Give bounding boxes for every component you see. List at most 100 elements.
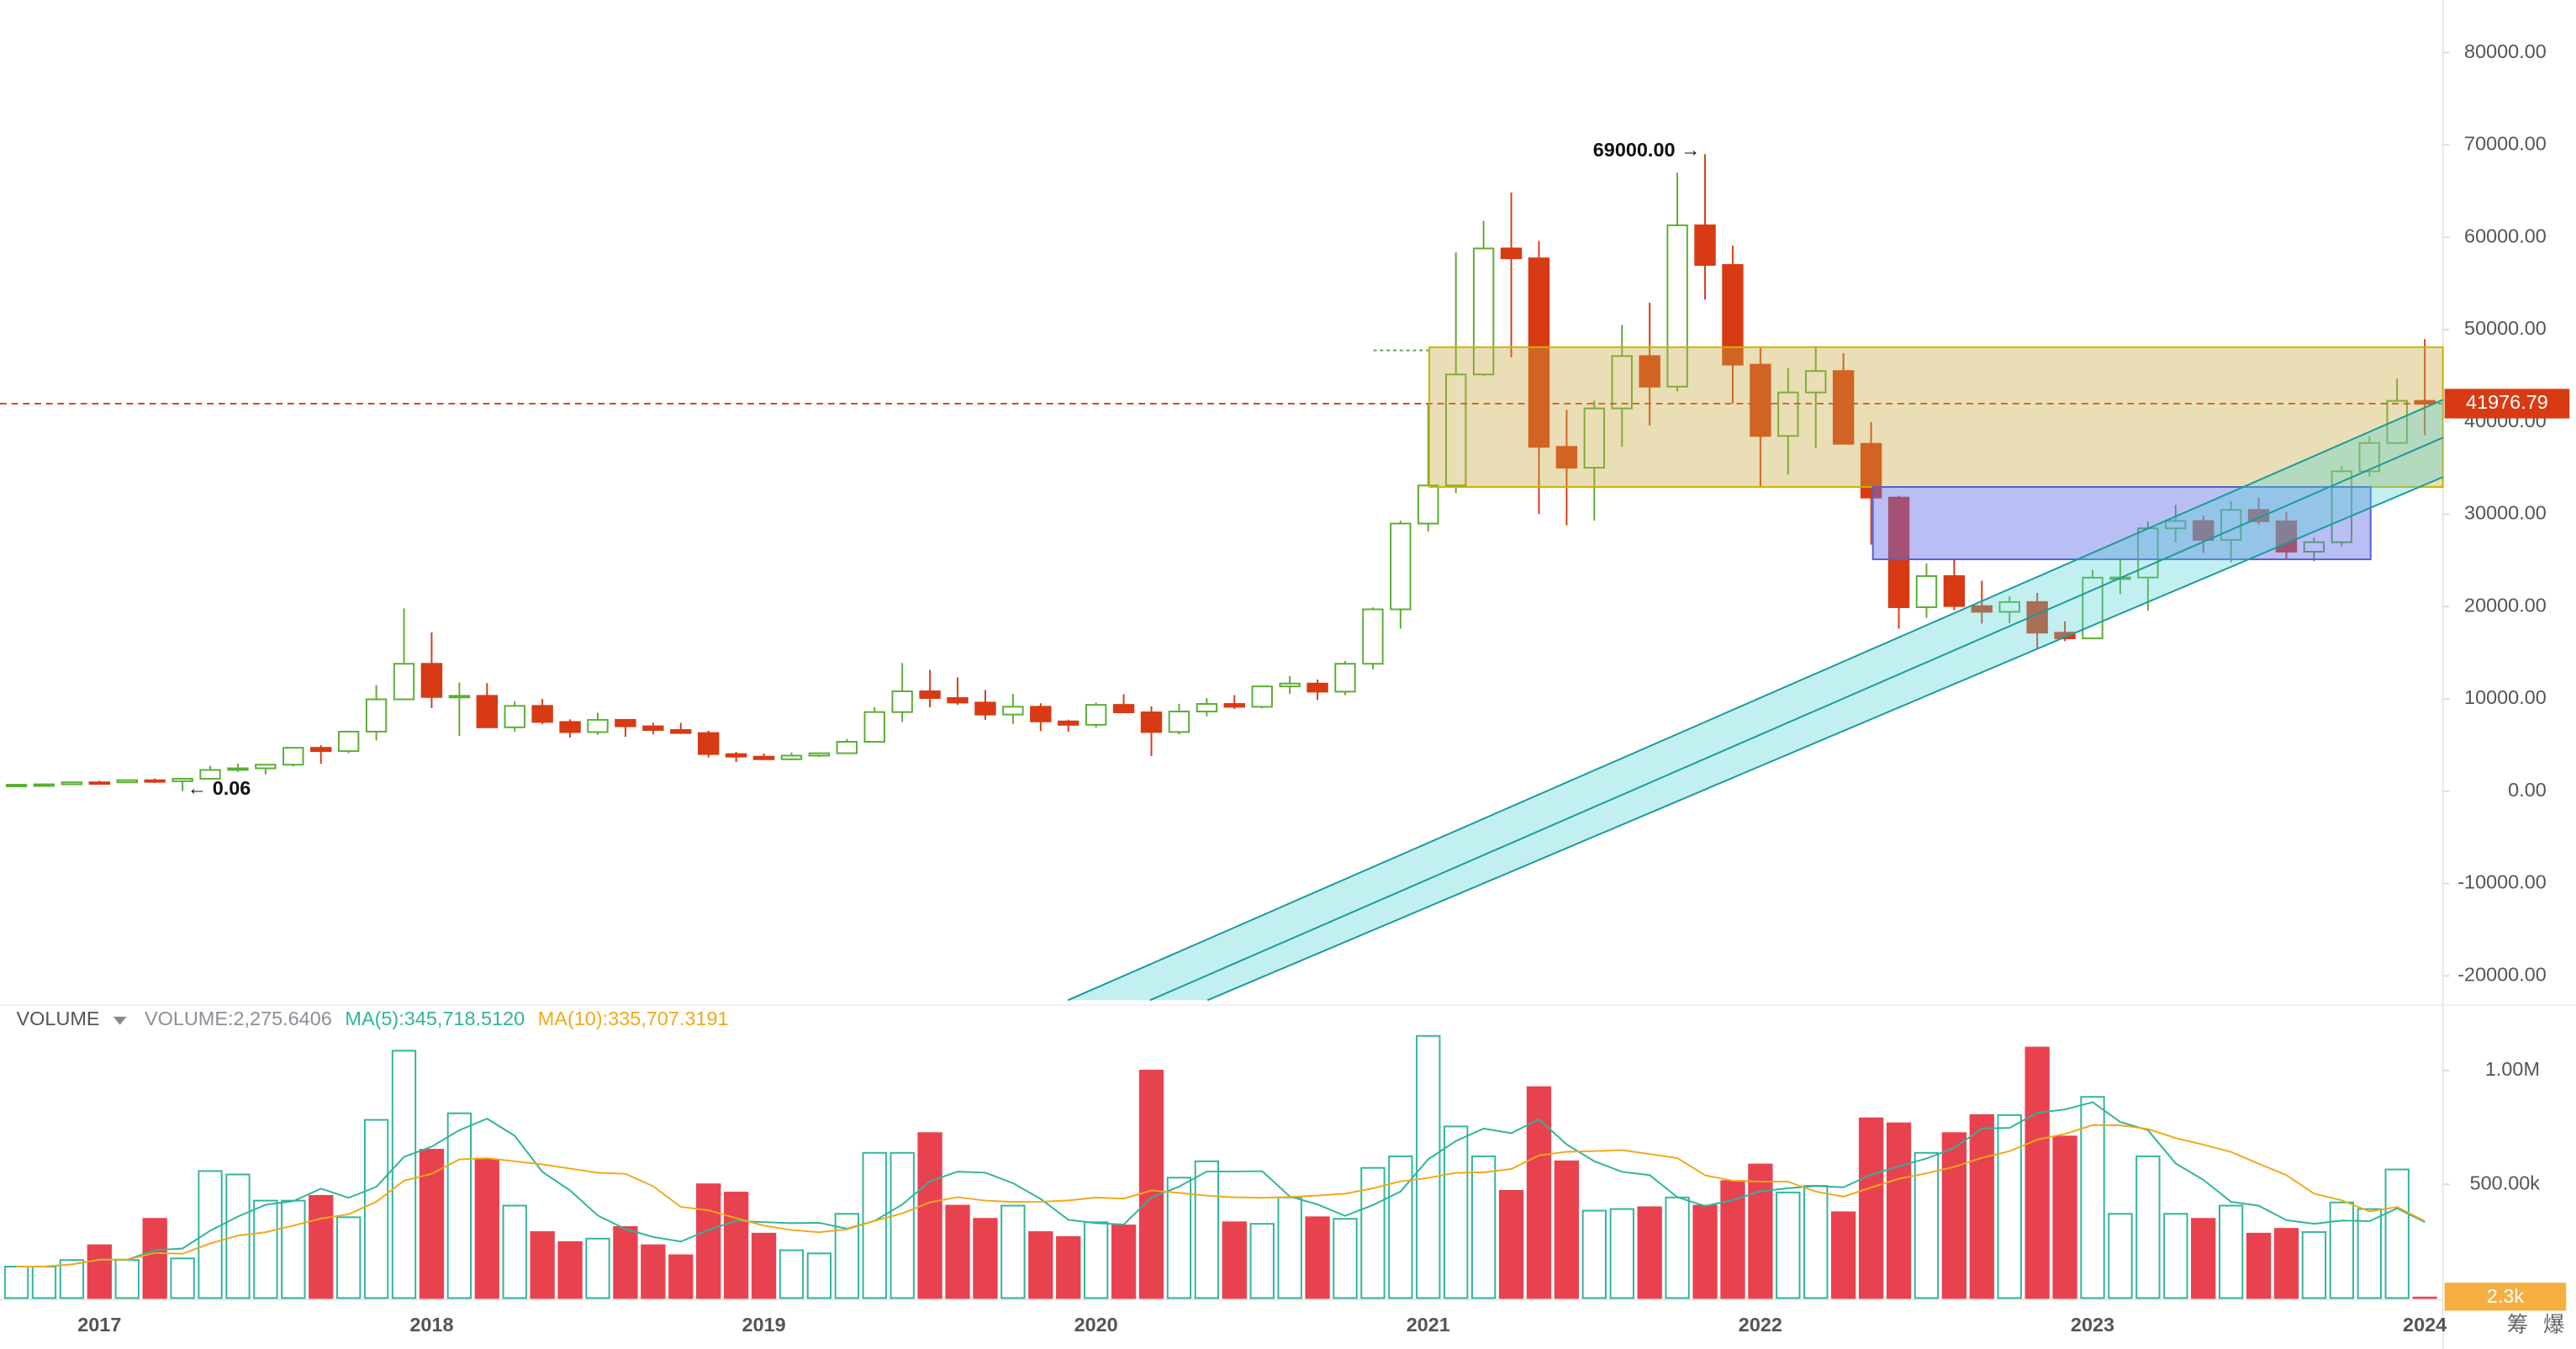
volume-bar [2218,1204,2244,1299]
x-tick-label: 2020 [1074,1314,1118,1336]
x-tick-label: 2018 [409,1314,453,1336]
candle-body [1168,711,1190,733]
volume-bar [2024,1046,2050,1299]
volume-bar [1997,1114,2022,1299]
volume-bar [557,1241,583,1299]
volume-bar [1803,1185,1829,1299]
volume-bar [1609,1208,1634,1299]
volume-bar [1084,1221,1109,1299]
volume-bar [1166,1177,1192,1299]
volume-bar [1305,1216,1330,1299]
volume-bar [2080,1096,2105,1299]
range-box [1428,346,2444,488]
candle-body [227,767,249,771]
candle-body [1860,442,1882,499]
volume-bar [502,1204,527,1299]
candle-body [1112,704,1135,713]
candle-body [2054,632,2076,640]
candle-body [2165,520,2187,530]
candle-body [5,784,28,787]
indicator-title[interactable]: VOLUME [17,1008,100,1029]
candle-body [337,730,360,753]
candle-body [1251,685,1273,708]
candle-body [1805,370,1827,394]
x-tick-label: 2017 [77,1314,121,1336]
volume-bar [1194,1160,1220,1299]
candle-body [61,781,83,786]
candle-body [808,752,831,757]
candle-body [559,721,581,733]
volume-bar [1333,1218,1358,1299]
volume-bar [1665,1196,1690,1299]
candle-body [1887,496,1910,608]
candle-body [891,690,913,713]
candle-body [1417,484,1439,525]
volume-bar [309,1194,334,1299]
candle-body [1583,407,1606,469]
toolbar-button[interactable]: 筹 [2507,1313,2528,1336]
candle-body [476,695,498,728]
candle-body [2193,520,2214,541]
volume-bar [2163,1213,2188,1299]
candle-body [393,663,415,701]
volume-bar [1554,1160,1580,1299]
volume-bar [1388,1155,1413,1299]
volume-bar [31,1266,57,1299]
toolbar-button[interactable]: 爆 [2543,1313,2564,1336]
candle-body [1998,600,2020,613]
labels: 69000.00 → ← 0.06 VOLUME 筹 爆 80000.00 700… [17,40,2570,1336]
volume-bar [1941,1132,1967,1299]
candle-body [642,725,664,731]
candle-body [1943,574,1966,607]
channel-line [1206,476,2444,1002]
candle-body [1666,224,1688,388]
candle-body [2303,541,2325,553]
candle-body [282,747,304,766]
candle-body [504,705,525,728]
annotation: ← 0.06 [187,777,251,799]
volume-bar [1969,1114,1994,1299]
channel-line [1149,436,2444,1002]
x-tick-label: 2024 [2403,1314,2447,1336]
volume-bar [114,1259,140,1299]
volume-bar [889,1151,915,1299]
candle-body [1639,355,1660,388]
volume-bar [1692,1204,1718,1299]
volume-bar [1637,1206,1662,1299]
volume-bar [336,1216,362,1299]
dropdown-arrow[interactable] [113,1016,127,1025]
volume-bar [2329,1201,2355,1299]
volume-bar [1581,1209,1607,1299]
volume-bar [2412,1296,2437,1299]
volume-bar [668,1254,694,1299]
y-tick-label: 20000.00 [2464,594,2547,616]
volume-bar [87,1244,112,1299]
volume-bar [1111,1225,1137,1299]
volume-bar [2135,1155,2161,1299]
candle-body [919,690,941,699]
volume-bar [363,1119,389,1299]
candle-body [1832,370,1855,445]
candle-body [531,705,553,723]
volume-bar [1748,1163,1773,1299]
volume-label-box [2444,1283,2567,1311]
volume-bar [281,1199,306,1299]
volume-bar [1776,1191,1801,1299]
candle-body [1058,720,1079,726]
legend-entry: MA(10):335,707.3191 [538,1008,729,1029]
volume-bar [945,1204,970,1299]
candle-body [1528,257,1550,448]
y-tick-label: 70000.00 [2464,133,2547,155]
candle-body [2386,399,2408,444]
candle-body [2275,520,2298,553]
volume-bar [1360,1166,1386,1299]
candle-body [1915,574,1938,608]
volume-bar [1858,1117,1884,1299]
volume-bar [1914,1151,1940,1299]
volume-bar [1831,1211,1856,1299]
x-tick-label: 2023 [2071,1314,2114,1336]
volume-bar [613,1225,638,1299]
candle-body [1279,682,1301,688]
